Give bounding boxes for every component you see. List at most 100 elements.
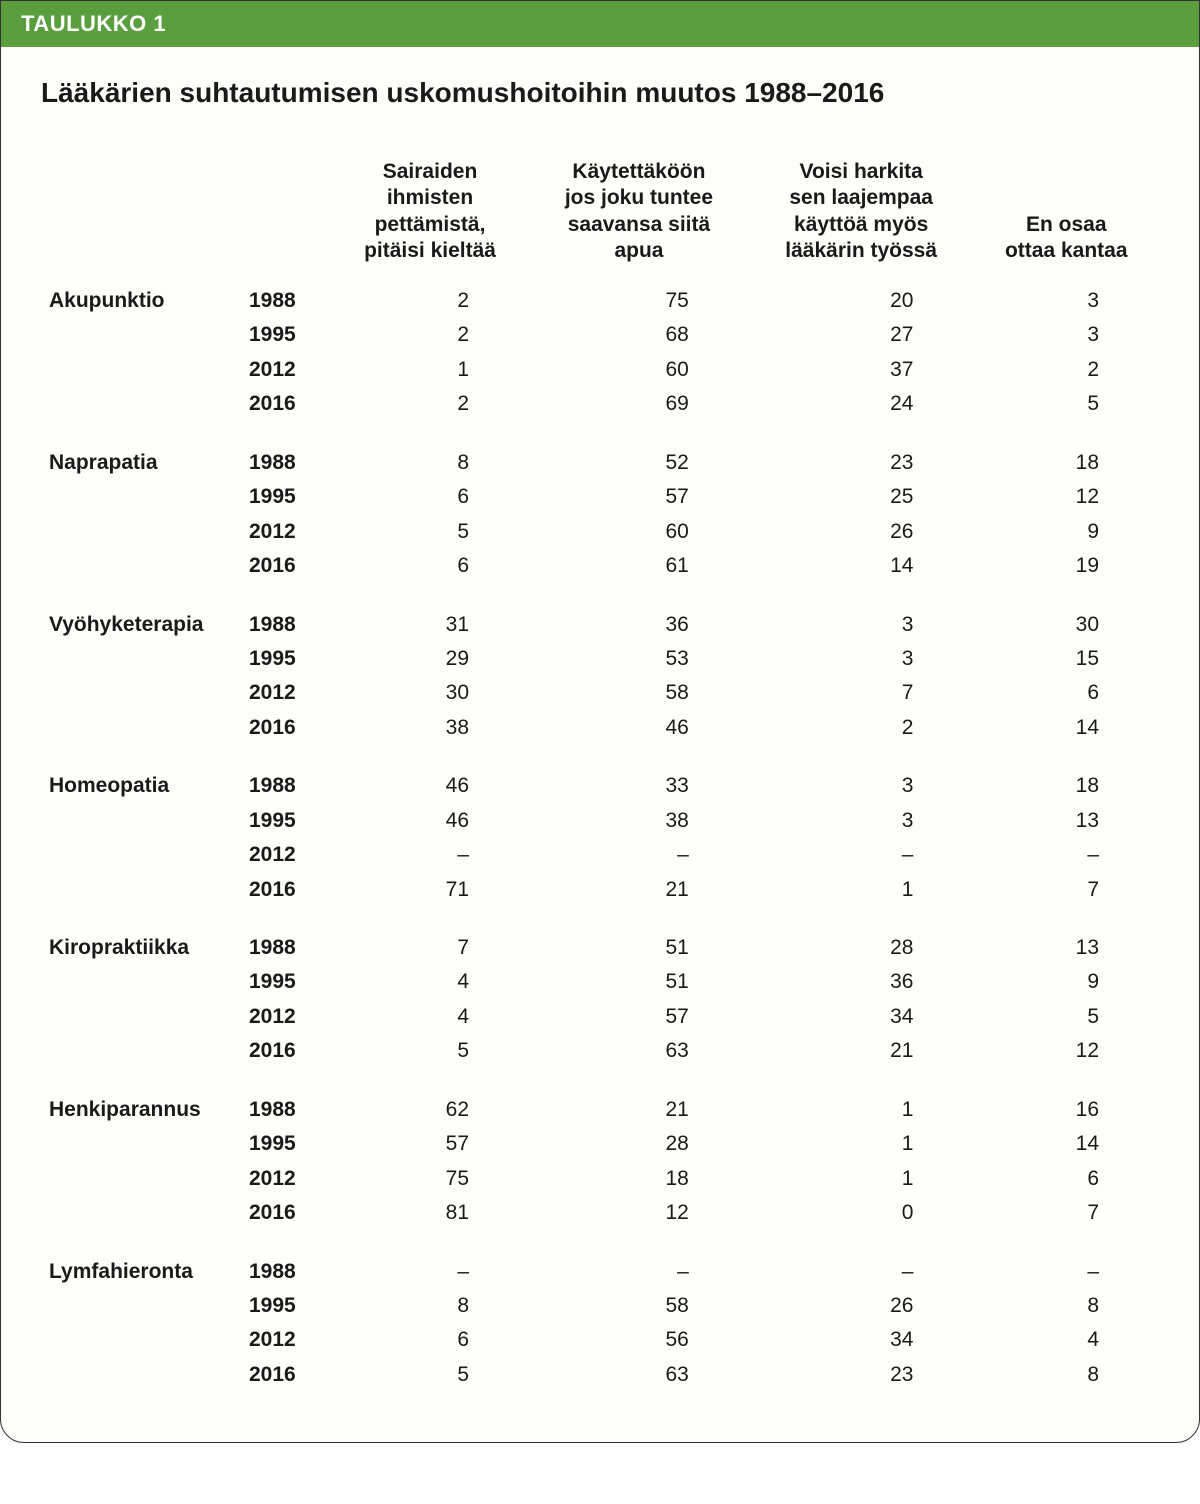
value-cell: 60 bbox=[529, 353, 749, 387]
table-row: 2016712117 bbox=[41, 873, 1159, 907]
value-cell: 3 bbox=[749, 804, 974, 838]
value-cell: 62 bbox=[331, 1069, 529, 1127]
header-line: käyttöä myös bbox=[794, 213, 928, 236]
value-cell: 33 bbox=[529, 745, 749, 803]
year-cell: 2012 bbox=[241, 515, 331, 549]
table-row: 2012–––– bbox=[41, 838, 1159, 872]
table-row: Akupunktio1988275203 bbox=[41, 284, 1159, 318]
table-row: 2012160372 bbox=[41, 353, 1159, 387]
value-cell: 75 bbox=[331, 1162, 529, 1196]
value-cell: 3 bbox=[749, 745, 974, 803]
value-cell: 13 bbox=[973, 907, 1159, 965]
header-line: En osaa bbox=[1026, 213, 1107, 236]
category-cell: Homeopatia bbox=[41, 745, 241, 803]
data-table: Sairaidenihmistenpettämistä,pitäisi kiel… bbox=[41, 159, 1159, 1392]
header-line: ottaa kantaa bbox=[1005, 239, 1128, 262]
year-cell: 1988 bbox=[241, 284, 331, 318]
value-cell: 23 bbox=[749, 1358, 974, 1392]
header-col-0: Sairaidenihmistenpettämistä,pitäisi kiel… bbox=[331, 159, 529, 284]
table-row: 19956572512 bbox=[41, 480, 1159, 514]
year-cell: 1995 bbox=[241, 1127, 331, 1161]
table-row: 19954638313 bbox=[41, 804, 1159, 838]
value-cell: 4 bbox=[973, 1323, 1159, 1357]
value-cell: 12 bbox=[973, 1034, 1159, 1068]
year-cell: 2016 bbox=[241, 1196, 331, 1230]
value-cell: 21 bbox=[529, 1069, 749, 1127]
value-cell: 3 bbox=[973, 318, 1159, 352]
value-cell: 3 bbox=[749, 584, 974, 642]
value-cell: 63 bbox=[529, 1034, 749, 1068]
value-cell: 71 bbox=[331, 873, 529, 907]
category-cell bbox=[41, 353, 241, 387]
year-cell: 2012 bbox=[241, 1323, 331, 1357]
table-row: 1995451369 bbox=[41, 965, 1159, 999]
value-cell: 25 bbox=[749, 480, 974, 514]
table-row: 2012656344 bbox=[41, 1323, 1159, 1357]
category-cell bbox=[41, 965, 241, 999]
year-cell: 1995 bbox=[241, 642, 331, 676]
value-cell: – bbox=[529, 1231, 749, 1289]
value-cell: 16 bbox=[973, 1069, 1159, 1127]
value-cell: 6 bbox=[331, 480, 529, 514]
header-line: saavansa siitä bbox=[568, 213, 710, 236]
value-cell: 4 bbox=[331, 1000, 529, 1034]
value-cell: 1 bbox=[749, 1127, 974, 1161]
table-row: Kiropraktiikka19887512813 bbox=[41, 907, 1159, 965]
value-cell: 81 bbox=[331, 1196, 529, 1230]
value-cell: 5 bbox=[973, 387, 1159, 421]
value-cell: 14 bbox=[973, 711, 1159, 745]
year-cell: 1995 bbox=[241, 318, 331, 352]
value-cell: 34 bbox=[749, 1000, 974, 1034]
value-cell: 68 bbox=[529, 318, 749, 352]
value-cell: 0 bbox=[749, 1196, 974, 1230]
header-blank-year bbox=[241, 159, 331, 284]
header-line: apua bbox=[614, 239, 663, 262]
value-cell: 8 bbox=[331, 422, 529, 480]
category-cell bbox=[41, 873, 241, 907]
table-row: 20166611419 bbox=[41, 549, 1159, 583]
category-cell: Lymfahieronta bbox=[41, 1231, 241, 1289]
header-line: ihmisten bbox=[387, 186, 473, 209]
table-row: Vyöhyketerapia19883136330 bbox=[41, 584, 1159, 642]
table-row: Lymfahieronta1988–––– bbox=[41, 1231, 1159, 1289]
table-header-bar: TAULUKKO 1 bbox=[1, 1, 1199, 47]
value-cell: – bbox=[973, 1231, 1159, 1289]
value-cell: 12 bbox=[973, 480, 1159, 514]
value-cell: 27 bbox=[749, 318, 974, 352]
value-cell: 1 bbox=[749, 1069, 974, 1127]
year-cell: 2016 bbox=[241, 1358, 331, 1392]
value-cell: 21 bbox=[529, 873, 749, 907]
header-line: sen laajempaa bbox=[789, 186, 933, 209]
value-cell: 37 bbox=[749, 353, 974, 387]
value-cell: 6 bbox=[973, 676, 1159, 710]
table-row: 20163846214 bbox=[41, 711, 1159, 745]
year-cell: 1995 bbox=[241, 1289, 331, 1323]
category-cell bbox=[41, 642, 241, 676]
category-cell bbox=[41, 711, 241, 745]
year-cell: 2016 bbox=[241, 711, 331, 745]
value-cell: 24 bbox=[749, 387, 974, 421]
year-cell: 2012 bbox=[241, 838, 331, 872]
value-cell: 31 bbox=[331, 584, 529, 642]
value-cell: 7 bbox=[331, 907, 529, 965]
value-cell: 4 bbox=[331, 965, 529, 999]
value-cell: 28 bbox=[749, 907, 974, 965]
value-cell: 7 bbox=[749, 676, 974, 710]
category-cell bbox=[41, 676, 241, 710]
value-cell: 56 bbox=[529, 1323, 749, 1357]
header-line: Sairaiden bbox=[383, 160, 478, 183]
header-line: Voisi harkita bbox=[800, 160, 923, 183]
header-col-3: En osaa ottaa kantaa bbox=[973, 159, 1159, 284]
table-row: Homeopatia19884633318 bbox=[41, 745, 1159, 803]
value-cell: 57 bbox=[529, 1000, 749, 1034]
value-cell: 28 bbox=[529, 1127, 749, 1161]
value-cell: 5 bbox=[331, 515, 529, 549]
category-cell: Akupunktio bbox=[41, 284, 241, 318]
value-cell: 57 bbox=[331, 1127, 529, 1161]
category-cell bbox=[41, 1034, 241, 1068]
year-cell: 1988 bbox=[241, 422, 331, 480]
value-cell: 63 bbox=[529, 1358, 749, 1392]
header-row: Sairaidenihmistenpettämistä,pitäisi kiel… bbox=[41, 159, 1159, 284]
year-cell: 2016 bbox=[241, 549, 331, 583]
header-col-1: Käytettäköönjos joku tunteesaavansa siit… bbox=[529, 159, 749, 284]
